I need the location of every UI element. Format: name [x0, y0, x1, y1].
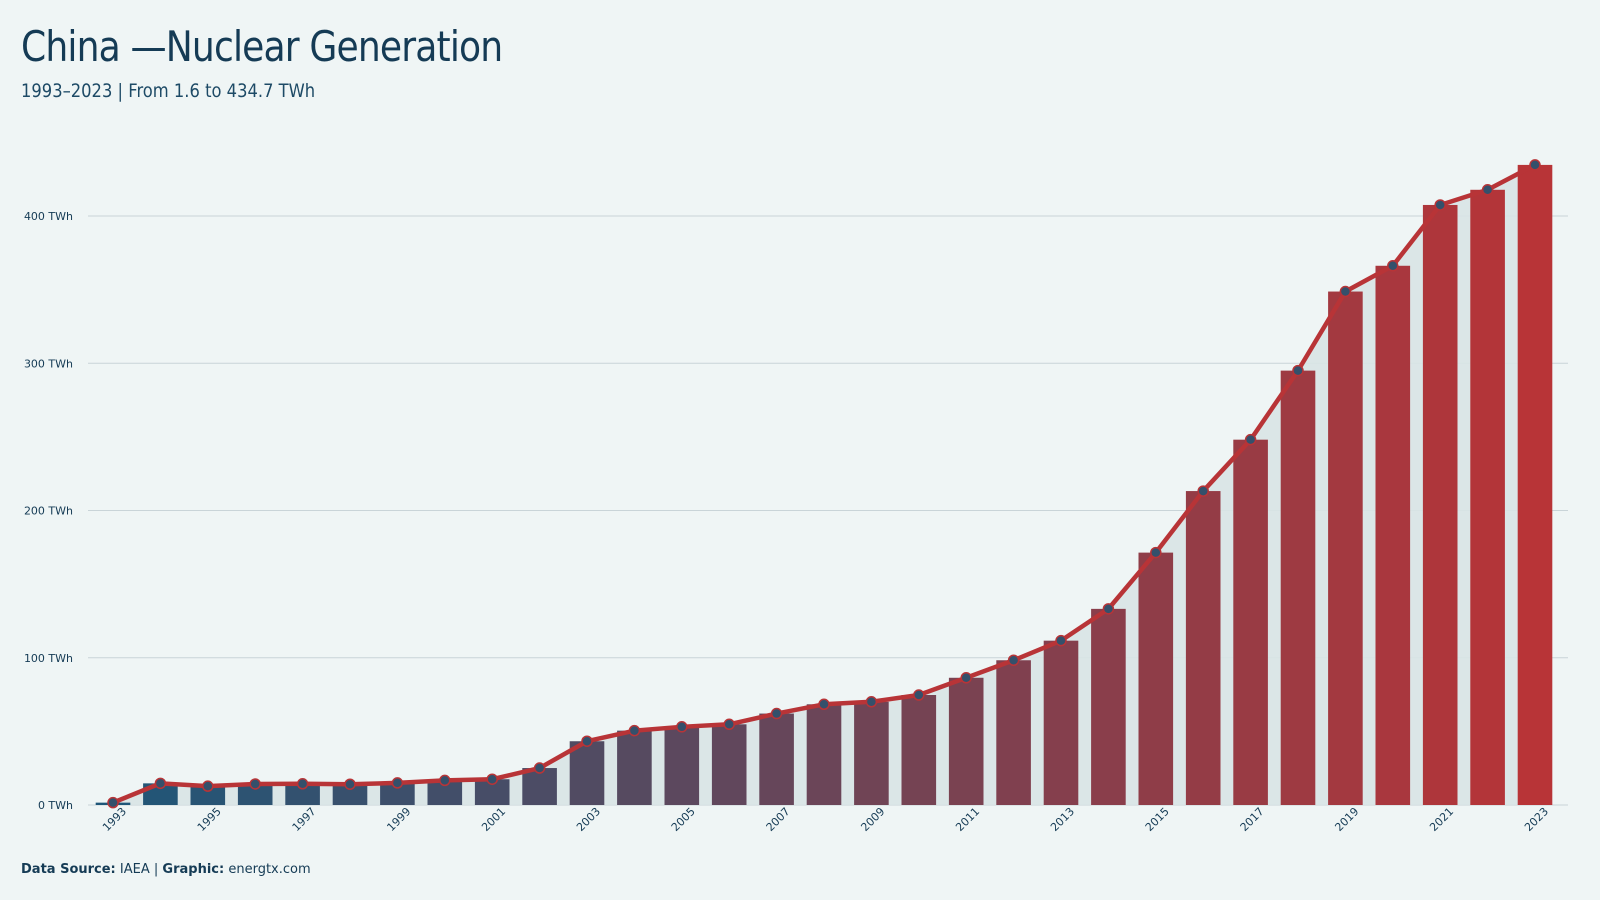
marker-1994 [154, 777, 167, 790]
x-tick-label: 2015 [1143, 805, 1172, 834]
bar-2019 [1328, 291, 1363, 805]
bar-1997 [285, 783, 320, 805]
chart-subtitle: 1993–2023 | From 1.6 to 434.7 TWh [21, 80, 316, 102]
chart-title: China —Nuclear Generation [21, 22, 503, 71]
bar-2017 [1233, 439, 1268, 805]
marker-2022 [1481, 184, 1494, 196]
marker-1997 [296, 778, 309, 790]
marker-2011 [960, 672, 972, 684]
marker-1995 [202, 780, 214, 792]
marker-2008 [818, 698, 830, 711]
y-tick-label: 100 TWh [24, 652, 73, 665]
bar-2008 [806, 704, 842, 805]
x-tick-label: 2013 [1048, 805, 1077, 834]
marker-2014 [1102, 603, 1115, 615]
marker-2018 [1292, 364, 1304, 377]
marker-1993 [107, 796, 119, 809]
bar-2007 [759, 713, 794, 805]
bar-1996 [237, 783, 273, 805]
bar-2018 [1280, 370, 1316, 805]
y-tick-label: 400 TWh [24, 210, 73, 223]
marker-2004 [628, 724, 641, 737]
area-layer [113, 164, 1535, 806]
x-tick-label: 2001 [479, 805, 508, 834]
x-tick-label: 1993 [100, 805, 129, 834]
y-tick-label: 200 TWh [24, 505, 73, 518]
bar-2021 [1422, 204, 1458, 806]
bar-1995 [190, 786, 226, 805]
bar-2014 [1091, 608, 1126, 805]
bar-1998 [332, 784, 368, 805]
x-tick-label: 2023 [1522, 805, 1551, 834]
marker-2017 [1244, 433, 1257, 446]
bar-2005 [664, 726, 700, 805]
bar-2010 [901, 695, 937, 805]
marker-2002 [533, 762, 546, 774]
x-tick-label: 1995 [195, 805, 224, 834]
marker-2019 [1339, 285, 1352, 298]
marker-2016 [1197, 485, 1209, 497]
marker-2015 [1150, 546, 1162, 559]
bar-2013 [1043, 640, 1079, 805]
x-tick-label: 2019 [1332, 805, 1361, 834]
bar-2015 [1138, 552, 1174, 805]
bar-2004 [617, 730, 652, 805]
bar-2023 [1517, 164, 1553, 806]
x-tick-label: 2021 [1427, 805, 1456, 834]
marker-2009 [865, 696, 878, 708]
footer: Data Source: IAEA | Graphic: energtx.com [21, 862, 311, 877]
bar-1999 [380, 782, 415, 805]
graphic-label: Graphic: [162, 862, 225, 877]
x-tick-label: 2003 [574, 805, 603, 834]
marker-2013 [1055, 634, 1067, 647]
x-axis-ticks: 1993 1995 1997 1999 2001 2003 2005 2007 2009 2011… [100, 805, 1551, 834]
x-tick-label: 2017 [1238, 805, 1267, 834]
marker-1999 [391, 777, 404, 789]
marker-2006 [723, 718, 735, 731]
x-tick-label: 2009 [858, 805, 887, 834]
graphic-value: energtx.com [228, 862, 311, 877]
bar-2022 [1470, 189, 1505, 806]
source-value: IAEA [119, 862, 150, 877]
marker-1996 [249, 778, 261, 790]
x-tick-label: 2005 [669, 805, 698, 834]
y-axis-ticks: 0 TWh 100 TWh 200 TWh 300 TWh 400 TWh [24, 210, 73, 812]
y-tick-label: 300 TWh [24, 357, 73, 370]
bar-2002 [522, 768, 557, 805]
x-tick-label: 2011 [953, 805, 982, 834]
bar-2011 [948, 677, 984, 805]
area-fill [113, 164, 1535, 806]
marker-2001 [486, 773, 498, 785]
marker-1998 [344, 778, 356, 790]
y-tick-label: 0 TWh [38, 799, 73, 812]
marker-2023 [1529, 159, 1541, 171]
bar-2016 [1185, 491, 1221, 805]
marker-2003 [581, 735, 593, 747]
marker-2007 [770, 707, 783, 720]
bar-2006 [711, 724, 747, 805]
marker-2000 [439, 774, 451, 787]
bar-2003 [569, 741, 605, 805]
source-label: Data Source: [21, 862, 116, 877]
bar-layer [95, 164, 1553, 806]
marker-layer [107, 159, 1541, 809]
x-tick-label: 1999 [384, 805, 413, 834]
footer-separator: | [153, 862, 159, 877]
marker-2005 [676, 721, 688, 733]
bar-2012 [996, 660, 1031, 805]
marker-2021 [1434, 199, 1446, 211]
marker-2012 [1007, 654, 1020, 667]
bar-2009 [854, 701, 889, 805]
marker-2010 [913, 689, 925, 701]
bar-2020 [1375, 265, 1411, 805]
x-tick-label: 2007 [764, 805, 793, 834]
x-tick-label: 1997 [290, 805, 319, 834]
marker-2020 [1387, 260, 1399, 272]
